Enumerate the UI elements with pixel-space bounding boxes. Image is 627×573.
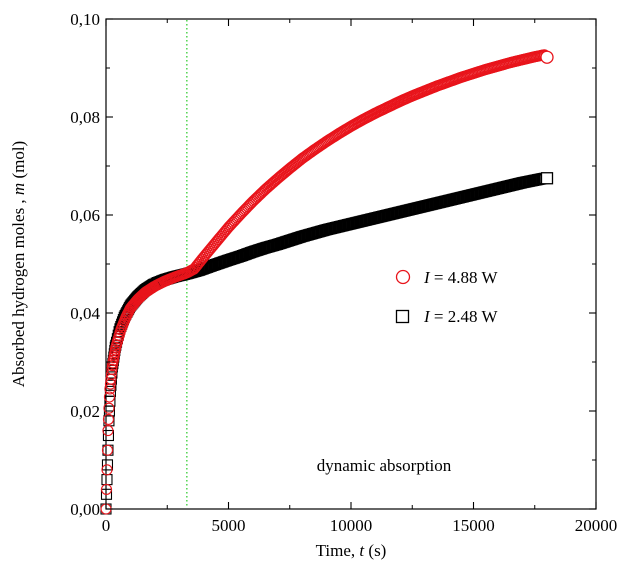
y-tick-label: 0,00 [70, 500, 100, 519]
x-tick-label: 20000 [575, 516, 618, 535]
tick-layer: 0 5000 10000 15000 20000 0,00 0,02 0,04 0,06 0,08… [70, 10, 617, 535]
legend: I = 4.88 W I = 2.48 W [395, 268, 498, 326]
plot-frame [105, 18, 597, 510]
data-point [103, 391, 115, 403]
y-axis-label-var: m [9, 183, 28, 195]
x-axis-label: Time, t (s) [316, 541, 387, 560]
data-point [103, 402, 115, 414]
data-point-end [540, 172, 554, 185]
legend-entry-1: I = 4.88 W [423, 268, 498, 287]
x-axis-label-prefix: Time, [316, 541, 360, 560]
x-axis-label-var: t [359, 541, 365, 560]
series-i-4-88w [100, 49, 554, 515]
x-tick-label: 0 [102, 516, 111, 535]
annotation-dynamic-absorption: dynamic absorption [317, 456, 452, 475]
legend-marker-square [395, 309, 410, 324]
y-tick-label: 0,08 [70, 108, 100, 127]
legend-entry-2-var: I [423, 307, 431, 326]
legend-entry-2-label: = 2.48 W [430, 307, 499, 326]
data-point [101, 474, 113, 486]
y-tick-label: 0,06 [70, 206, 100, 225]
y-tick-label: 0,10 [70, 10, 100, 29]
data-point [101, 464, 113, 476]
legend-entry-2: I = 2.48 W [423, 307, 498, 326]
data-layer [100, 49, 554, 515]
x-tick-label: 15000 [452, 516, 495, 535]
data-point-end [540, 50, 554, 64]
data-point [102, 413, 114, 425]
data-point [105, 368, 117, 380]
data-point [106, 363, 118, 375]
data-point [100, 488, 113, 500]
x-axis-label-unit: (s) [364, 541, 386, 560]
y-axis-label-prefix: Absorbed hydrogen moles , [9, 195, 28, 387]
y-tick-label: 0,04 [70, 304, 100, 323]
legend-entry-1-label: = 4.88 W [430, 268, 499, 287]
data-point [100, 483, 113, 495]
y-axis-label-unit: (mol) [9, 141, 28, 183]
y-tick-label: 0,02 [70, 402, 100, 421]
x-tick-label: 10000 [330, 516, 373, 535]
data-point [102, 429, 114, 442]
legend-entry-1-var: I [423, 268, 431, 287]
data-point [102, 425, 114, 437]
x-tick-label: 5000 [212, 516, 246, 535]
data-point [101, 444, 114, 456]
y-axis-label: Absorbed hydrogen moles , m (mol) [9, 141, 28, 387]
legend-marker-circle [395, 269, 411, 285]
